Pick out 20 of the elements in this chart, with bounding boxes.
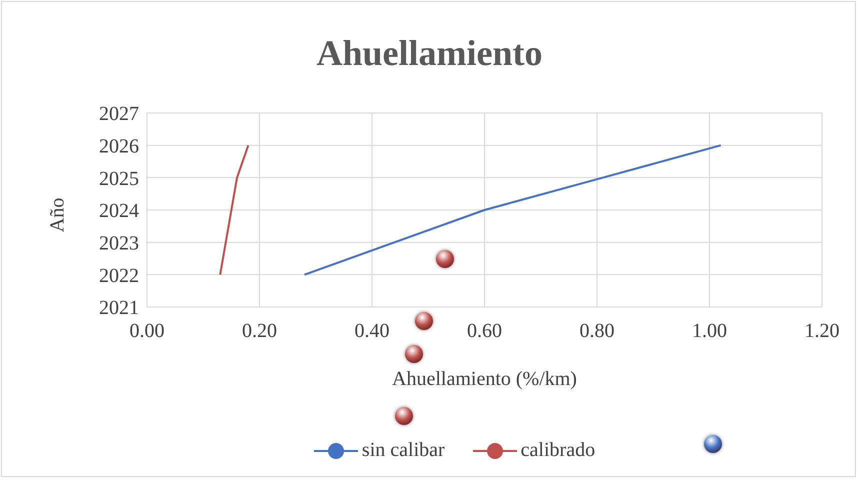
y-axis-title: Año — [46, 198, 70, 232]
y-tick-label: 2026 — [99, 135, 139, 158]
line-series — [304, 144, 722, 276]
x-tick-label: 1.20 — [804, 320, 840, 342]
legend-label: calibrado — [520, 439, 596, 462]
y-tick-label: 2025 — [99, 168, 139, 190]
chart-title: Ahuellamiento — [315, 32, 544, 74]
x-tick-label: 0.60 — [467, 320, 502, 342]
x-tick-label: 0.40 — [354, 320, 390, 342]
legend-label: sin calibar — [362, 439, 445, 462]
y-tick-label: 2024 — [99, 200, 139, 222]
x-tick-label: 0.80 — [580, 320, 614, 342]
y-tick-label: 2022 — [99, 264, 139, 287]
x-axis-title: Ahuellamiento (%/km) — [391, 368, 578, 391]
x-tick-label: 0.20 — [242, 320, 277, 342]
x-tick-label: 1.00 — [692, 320, 727, 342]
y-tick-label: 2027 — [99, 103, 139, 126]
x-tick-label: 0.00 — [130, 320, 164, 342]
y-tick-label: 2023 — [99, 232, 139, 254]
y-tick-label: 2021 — [99, 297, 139, 320]
